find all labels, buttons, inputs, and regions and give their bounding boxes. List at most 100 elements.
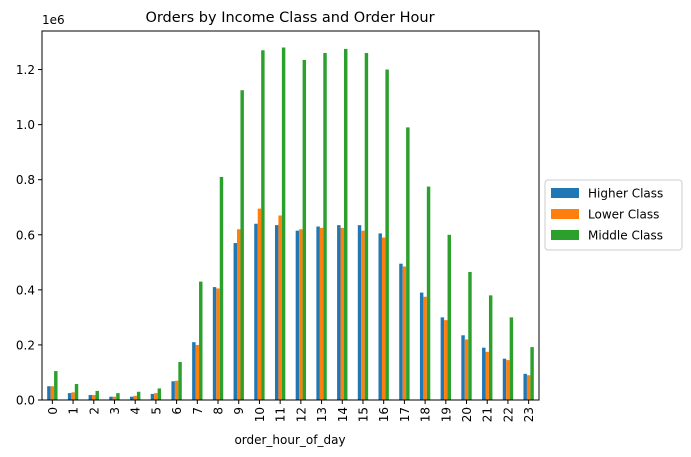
bar-higher-class-15 bbox=[357, 225, 362, 400]
x-tick-label: 1 bbox=[67, 407, 81, 415]
bar-higher-class-0 bbox=[47, 386, 51, 400]
bar-higher-class-14 bbox=[337, 225, 341, 400]
bar-middle-class-18 bbox=[426, 186, 431, 400]
bar-lower-class-21 bbox=[485, 351, 489, 400]
bar-higher-class-2 bbox=[88, 395, 93, 400]
x-tick-label: 8 bbox=[212, 407, 226, 415]
bar-middle-class-1 bbox=[74, 384, 79, 400]
bar-higher-class-21 bbox=[482, 347, 486, 400]
bar-lower-class-20 bbox=[464, 339, 469, 400]
bar-lower-class-18 bbox=[423, 296, 427, 400]
y-tick-label: 0.4 bbox=[16, 283, 35, 297]
bar-higher-class-8 bbox=[212, 287, 217, 400]
bar-higher-class-16 bbox=[378, 233, 382, 400]
bar-lower-class-1 bbox=[71, 392, 75, 400]
x-tick-label: 18 bbox=[419, 407, 433, 422]
x-tick-label: 9 bbox=[232, 407, 246, 415]
x-tick-label: 21 bbox=[481, 407, 495, 422]
chart-title: Orders by Income Class and Order Hour bbox=[145, 10, 434, 26]
x-tick-label: 0 bbox=[46, 407, 60, 415]
bar-higher-class-12 bbox=[295, 230, 300, 400]
x-tick-label: 23 bbox=[522, 407, 536, 422]
y-offset-label: 1e6 bbox=[42, 13, 65, 27]
x-tick-label: 12 bbox=[294, 407, 308, 422]
bar-higher-class-4 bbox=[130, 396, 134, 400]
bar-middle-class-6 bbox=[178, 362, 182, 400]
bar-lower-class-11 bbox=[278, 215, 282, 400]
bar-lower-class-6 bbox=[174, 380, 179, 400]
bar-higher-class-19 bbox=[440, 317, 445, 400]
y-tick-label: 0.2 bbox=[16, 338, 35, 352]
bar-lower-class-14 bbox=[340, 227, 344, 400]
x-tick-label: 4 bbox=[129, 407, 143, 415]
y-tick-label: 0.8 bbox=[16, 173, 35, 187]
x-tick-label: 5 bbox=[149, 407, 163, 415]
bar-lower-class-23 bbox=[526, 375, 531, 400]
bar-higher-class-11 bbox=[274, 225, 279, 400]
x-tick-label: 17 bbox=[398, 407, 412, 422]
x-tick-label: 20 bbox=[460, 407, 474, 422]
x-tick-label: 16 bbox=[377, 407, 391, 422]
bar-middle-class-12 bbox=[302, 59, 307, 400]
bar-middle-class-2 bbox=[95, 390, 99, 400]
bar-lower-class-5 bbox=[154, 393, 158, 400]
x-tick-label: 19 bbox=[439, 407, 453, 422]
bar-higher-class-20 bbox=[461, 335, 465, 400]
legend-label: Middle Class bbox=[588, 229, 663, 243]
bar-higher-class-9 bbox=[233, 243, 237, 400]
y-tick-label: 1.0 bbox=[16, 118, 35, 132]
bar-higher-class-22 bbox=[502, 358, 507, 400]
legend-swatch bbox=[551, 230, 579, 240]
x-tick-label: 14 bbox=[336, 407, 350, 422]
bar-middle-class-9 bbox=[240, 90, 244, 401]
bar-higher-class-13 bbox=[316, 226, 320, 400]
legend-swatch bbox=[551, 188, 579, 198]
bar-middle-class-8 bbox=[219, 176, 224, 400]
bar-lower-class-2 bbox=[92, 395, 96, 400]
bar-lower-class-4 bbox=[133, 395, 137, 400]
bar-lower-class-15 bbox=[361, 230, 365, 400]
bar-middle-class-7 bbox=[199, 281, 203, 400]
bar-lower-class-10 bbox=[257, 208, 262, 400]
bar-middle-class-17 bbox=[406, 127, 410, 400]
bar-lower-class-0 bbox=[50, 386, 55, 400]
bar-lower-class-12 bbox=[299, 229, 303, 400]
bar-lower-class-16 bbox=[381, 237, 386, 400]
bars-layer bbox=[47, 47, 534, 401]
x-tick-label: 11 bbox=[274, 407, 288, 422]
bar-middle-class-10 bbox=[261, 50, 265, 400]
y-tick-label: 0.0 bbox=[16, 394, 35, 408]
x-tick-label: 10 bbox=[253, 407, 267, 422]
bar-middle-class-5 bbox=[157, 388, 162, 400]
bar-middle-class-13 bbox=[323, 53, 327, 400]
bar-higher-class-18 bbox=[419, 292, 424, 400]
bar-middle-class-20 bbox=[468, 271, 472, 400]
x-tick-label: 3 bbox=[108, 407, 122, 415]
bar-lower-class-7 bbox=[195, 344, 200, 400]
bar-higher-class-23 bbox=[523, 373, 527, 400]
bar-middle-class-22 bbox=[509, 317, 514, 400]
bar-middle-class-14 bbox=[344, 48, 348, 401]
bar-lower-class-8 bbox=[216, 288, 220, 400]
bar-middle-class-23 bbox=[530, 347, 534, 400]
legend-swatch bbox=[551, 209, 579, 219]
bar-lower-class-22 bbox=[506, 360, 510, 400]
legend-label: Lower Class bbox=[588, 208, 659, 222]
bar-middle-class-0 bbox=[54, 371, 58, 400]
x-tick-label: 7 bbox=[191, 407, 205, 415]
bar-middle-class-16 bbox=[385, 69, 389, 401]
bar-higher-class-3 bbox=[109, 396, 113, 400]
bar-middle-class-15 bbox=[364, 53, 369, 400]
bar-lower-class-13 bbox=[319, 227, 324, 400]
bar-lower-class-3 bbox=[112, 396, 117, 400]
y-tick-label: 0.6 bbox=[16, 228, 35, 242]
x-axis-label: order_hour_of_day bbox=[234, 433, 345, 447]
y-tick-label: 1.2 bbox=[16, 63, 35, 77]
bar-higher-class-6 bbox=[171, 381, 175, 400]
x-tick-label: 15 bbox=[356, 407, 370, 422]
bar-higher-class-7 bbox=[192, 342, 196, 400]
x-tick-label: 2 bbox=[87, 407, 101, 415]
x-tick-label: 6 bbox=[170, 407, 184, 415]
bar-middle-class-19 bbox=[447, 234, 451, 400]
